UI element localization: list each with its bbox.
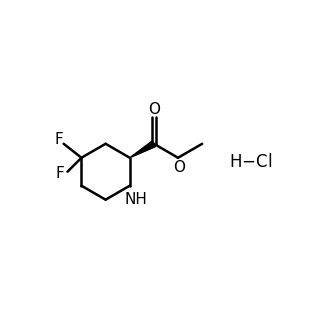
Text: O: O <box>173 160 185 175</box>
Text: H$-$Cl: H$-$Cl <box>229 152 272 171</box>
Text: NH: NH <box>125 192 148 207</box>
Text: F: F <box>56 166 65 181</box>
Text: F: F <box>55 132 63 147</box>
Polygon shape <box>130 141 155 158</box>
Text: O: O <box>148 102 160 117</box>
